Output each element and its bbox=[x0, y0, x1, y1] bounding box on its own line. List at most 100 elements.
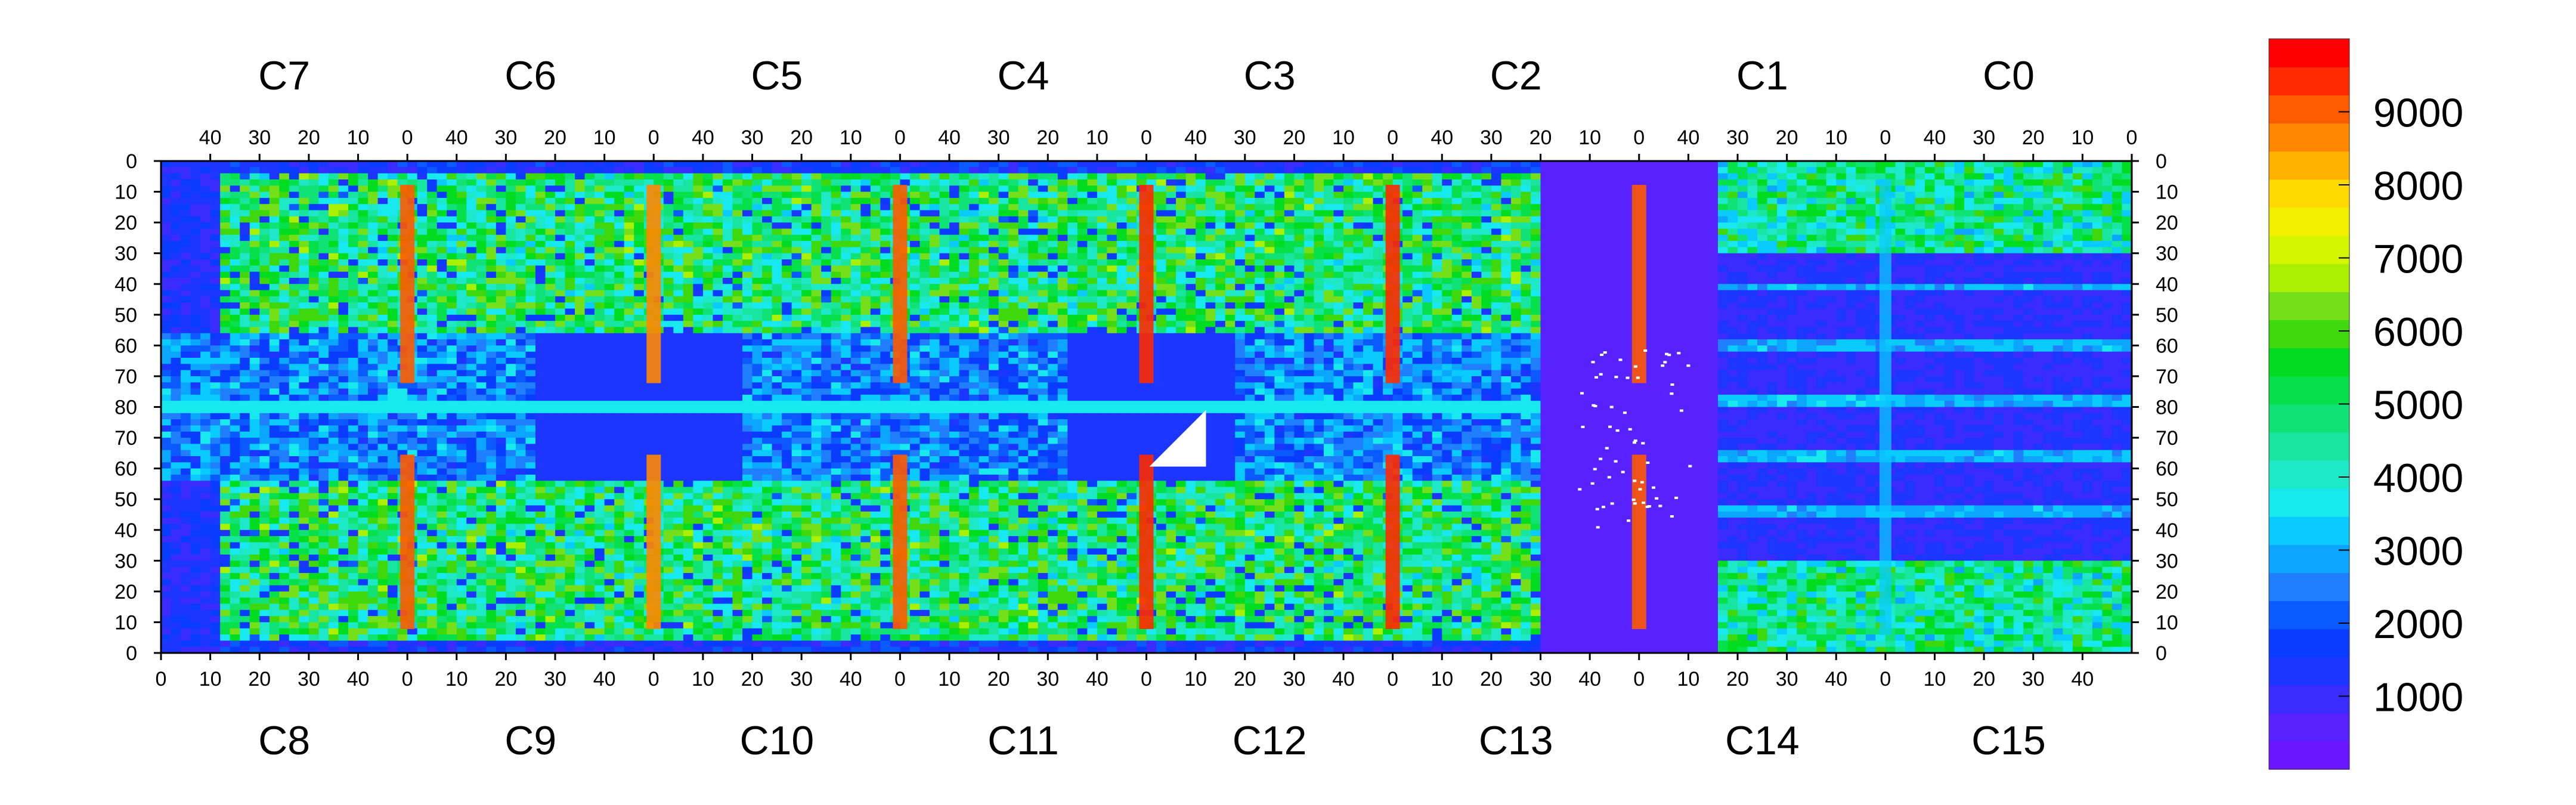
heatmap-cell bbox=[1521, 204, 1531, 211]
heatmap-cell bbox=[1205, 173, 1216, 180]
heatmap-cell bbox=[171, 161, 181, 168]
heatmap-cell bbox=[801, 253, 812, 260]
heatmap-cell bbox=[1244, 161, 1255, 168]
heatmap-cell bbox=[1471, 228, 1482, 236]
heatmap-cell bbox=[1244, 185, 1255, 193]
heatmap-cell bbox=[693, 265, 704, 273]
heatmap-cell bbox=[831, 210, 841, 217]
heatmap-cell bbox=[860, 290, 871, 297]
heatmap-cell bbox=[801, 222, 812, 230]
heatmap-cell bbox=[1235, 167, 1246, 174]
heatmap-cell bbox=[1343, 185, 1354, 193]
heatmap-cell bbox=[841, 284, 852, 291]
heatmap-cell bbox=[614, 265, 625, 273]
heatmap-cell bbox=[1777, 265, 1788, 273]
heatmap-cell bbox=[1915, 216, 1925, 223]
heatmap-cell bbox=[1747, 222, 1758, 230]
heatmap-cell bbox=[1471, 296, 1482, 303]
heatmap-cell bbox=[1767, 167, 1778, 174]
heatmap-cell bbox=[584, 259, 595, 266]
heatmap-cell bbox=[2023, 308, 2034, 315]
heatmap-cell bbox=[1353, 247, 1364, 254]
heatmap-cell bbox=[595, 179, 605, 186]
heatmap-cell bbox=[1964, 216, 1975, 223]
heatmap-cell bbox=[427, 228, 438, 236]
heatmap-cell bbox=[1915, 284, 1925, 291]
heatmap-cell bbox=[1038, 265, 1048, 273]
heatmap-cell bbox=[427, 253, 438, 260]
heatmap-cell bbox=[1038, 167, 1048, 174]
heatmap-cell bbox=[220, 253, 231, 260]
heatmap-cell bbox=[1196, 271, 1206, 278]
heatmap-cell bbox=[584, 185, 595, 193]
heatmap-cell bbox=[269, 296, 280, 303]
heatmap-cell bbox=[1560, 259, 1571, 266]
heatmap-cell bbox=[1658, 277, 1669, 284]
heatmap-cell bbox=[1757, 167, 1768, 174]
heatmap-cell bbox=[466, 173, 477, 180]
heatmap-cell bbox=[939, 290, 950, 297]
heatmap-cell bbox=[713, 234, 723, 242]
heatmap-cell bbox=[979, 277, 989, 284]
heatmap-cell bbox=[1373, 277, 1383, 284]
heatmap-cell bbox=[1363, 185, 1374, 193]
heatmap-cell bbox=[949, 210, 960, 217]
heatmap-cell bbox=[1964, 191, 1975, 199]
heatmap-cell bbox=[1510, 284, 1522, 291]
heatmap-cell bbox=[515, 191, 527, 199]
heatmap-cell bbox=[1530, 222, 1541, 230]
heatmap-cell bbox=[683, 284, 693, 291]
heatmap-cell bbox=[969, 259, 980, 266]
heatmap-cell bbox=[1087, 173, 1098, 180]
heatmap-cell bbox=[791, 241, 802, 247]
heatmap-cell bbox=[427, 204, 438, 211]
heatmap-cell bbox=[1432, 290, 1442, 297]
heatmap-cell bbox=[949, 259, 960, 266]
heatmap-cell bbox=[535, 265, 546, 273]
heatmap-cell bbox=[299, 284, 309, 291]
heatmap-cell bbox=[565, 290, 575, 297]
heatmap-cell bbox=[2072, 259, 2083, 266]
heatmap-cell bbox=[1304, 253, 1315, 260]
heatmap-cell bbox=[1235, 197, 1246, 205]
heatmap-cell bbox=[1856, 228, 1866, 236]
heatmap-cell bbox=[909, 277, 921, 284]
heatmap-cell bbox=[2023, 290, 2034, 297]
heatmap-cell bbox=[1215, 253, 1226, 260]
heatmap-cell bbox=[1521, 290, 1531, 297]
heatmap-cell bbox=[2063, 167, 2073, 174]
heatmap-cell bbox=[1826, 265, 1837, 273]
heatmap-cell bbox=[979, 247, 989, 254]
heatmap-cell bbox=[1481, 302, 1492, 309]
heatmap-cell bbox=[535, 210, 546, 217]
heatmap-cell bbox=[427, 259, 438, 266]
heatmap-cell bbox=[1018, 308, 1029, 315]
heatmap-cell bbox=[1451, 290, 1462, 297]
heatmap-cell bbox=[1126, 173, 1137, 180]
heatmap-cell bbox=[1235, 247, 1246, 254]
heatmap-cell bbox=[1945, 259, 1955, 266]
heatmap-cell bbox=[181, 210, 191, 217]
heatmap-cell bbox=[1116, 191, 1128, 199]
heatmap-cell bbox=[2082, 185, 2093, 193]
heatmap-cell bbox=[860, 234, 871, 242]
heatmap-cell bbox=[850, 302, 861, 309]
heatmap-cell bbox=[693, 173, 704, 180]
heatmap-cell bbox=[791, 271, 802, 278]
heatmap-cell bbox=[713, 228, 723, 236]
heatmap-cell bbox=[634, 271, 645, 278]
heatmap-cell bbox=[525, 247, 536, 254]
heatmap-cell bbox=[249, 265, 260, 273]
heatmap-cell bbox=[1225, 191, 1236, 199]
heatmap-cell bbox=[1304, 228, 1315, 236]
heatmap-cell bbox=[1018, 210, 1029, 217]
heatmap-cell bbox=[939, 191, 950, 199]
heatmap-cell bbox=[614, 259, 625, 266]
heatmap-cell bbox=[1353, 222, 1364, 230]
heatmap-cell bbox=[368, 284, 379, 291]
heatmap-cell bbox=[1609, 210, 1620, 217]
heatmap-cell bbox=[702, 179, 714, 186]
heatmap-cell bbox=[1077, 302, 1088, 309]
heatmap-cell bbox=[1057, 210, 1068, 217]
heatmap-cell bbox=[515, 277, 527, 284]
